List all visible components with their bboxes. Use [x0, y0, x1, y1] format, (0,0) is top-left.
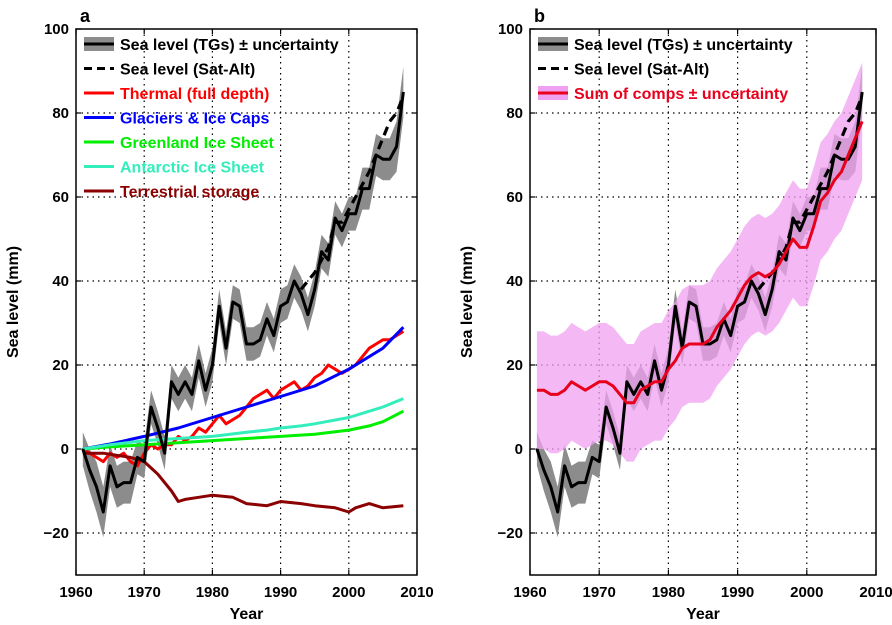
y-tick-label: 80 [52, 105, 69, 122]
y-tick-label: 0 [515, 441, 523, 458]
x-tick-label: 1980 [652, 584, 685, 601]
panel-b: 1960 1970 1980 1990 2000 2010 −20 0 20 40 60 80 100 Y… [459, 6, 892, 623]
legend-item: Glaciers & Ice Caps [84, 111, 270, 128]
x-tick-label: 1980 [196, 584, 229, 601]
panel-a: 1960 1970 1980 1990 2000 2010 −20 0 20 40 60 80 100 Y… [5, 6, 434, 623]
series-line-0 [81, 91, 405, 514]
legend-item: Sea level (TGs) ± uncertainty [84, 37, 339, 54]
y-axis-label: Sea level (mm) [5, 246, 22, 358]
uncertainty-band-0 [82, 66, 404, 538]
axes-frame [75, 28, 418, 576]
x-tick-label: 2010 [400, 584, 433, 601]
legend-item: Sea level (TGs) ± uncertainty [538, 37, 793, 54]
x-axis-label: Year [686, 606, 720, 623]
series-line-4 [82, 409, 405, 451]
series-line-0 [535, 91, 864, 514]
legend-item: Greenland Ice Sheet [84, 135, 275, 152]
y-tick-label: 60 [506, 189, 523, 206]
legend-label: Antarctic Ice Sheet [120, 160, 265, 177]
legend-label: Thermal (full depth) [120, 86, 269, 103]
uncertainty-band-0 [536, 66, 863, 538]
series-line-3 [82, 326, 405, 451]
axes-frame [529, 28, 877, 576]
legend-label: Sea level (Sat-Alt) [120, 62, 255, 79]
legend-label: Sum of comps ± uncertainty [574, 86, 788, 103]
legend-item: Terrestrial storage [84, 184, 259, 201]
legend-label: Sea level (TGs) ± uncertainty [574, 37, 793, 54]
y-tick-label: −20 [498, 525, 523, 542]
x-tick-label: 1990 [264, 584, 297, 601]
y-axis-label: Sea level (mm) [459, 246, 476, 358]
legend-item: Sea level (Sat-Alt) [84, 62, 255, 79]
x-tick-label: 1990 [721, 584, 754, 601]
y-tick-label: 20 [52, 357, 69, 374]
legend-item: Antarctic Ice Sheet [84, 160, 265, 177]
legend-item: Thermal (full depth) [84, 86, 269, 103]
x-tick-label: 1960 [513, 584, 546, 601]
legend-label: Terrestrial storage [120, 184, 259, 201]
legend-label: Sea level (TGs) ± uncertainty [120, 37, 339, 54]
uncertainty-band-2 [536, 62, 863, 462]
series-line-1 [299, 95, 405, 291]
y-tick-label: 100 [44, 21, 69, 38]
x-tick-label: 1970 [583, 584, 616, 601]
series-group [535, 62, 864, 538]
x-tick-label: 2010 [859, 584, 892, 601]
series-line-2 [536, 120, 864, 405]
legend: Sea level (TGs) ± uncertainty Sea level (… [538, 37, 793, 103]
legend-item: Sea level (Sat-Alt) [538, 62, 709, 79]
y-tick-label: −20 [44, 525, 69, 542]
legend: Sea level (TGs) ± uncertainty Sea level (… [84, 37, 339, 201]
x-axis-label: Year [230, 606, 264, 623]
series-line-5 [82, 397, 404, 451]
x-tick-label: 1970 [128, 584, 161, 601]
legend-label: Sea level (Sat-Alt) [574, 62, 709, 79]
y-tick-label: 100 [498, 21, 523, 38]
y-tick-label: 40 [52, 273, 69, 290]
panel-label: b [534, 6, 545, 26]
x-tick-label: 1960 [59, 584, 92, 601]
x-tick-label: 2000 [332, 584, 365, 601]
panel-label: a [80, 6, 91, 26]
x-tick-label: 2000 [790, 584, 823, 601]
series-group [81, 66, 405, 538]
y-tick-label: 40 [506, 273, 523, 290]
legend-label: Greenland Ice Sheet [120, 135, 275, 152]
legend-item: Sum of comps ± uncertainty [538, 86, 788, 103]
y-tick-label: 0 [61, 441, 69, 458]
series-line-1 [757, 95, 864, 291]
y-tick-label: 20 [506, 357, 523, 374]
y-tick-label: 60 [52, 189, 69, 206]
legend-label: Glaciers & Ice Caps [120, 111, 270, 128]
y-tick-label: 80 [506, 105, 523, 122]
